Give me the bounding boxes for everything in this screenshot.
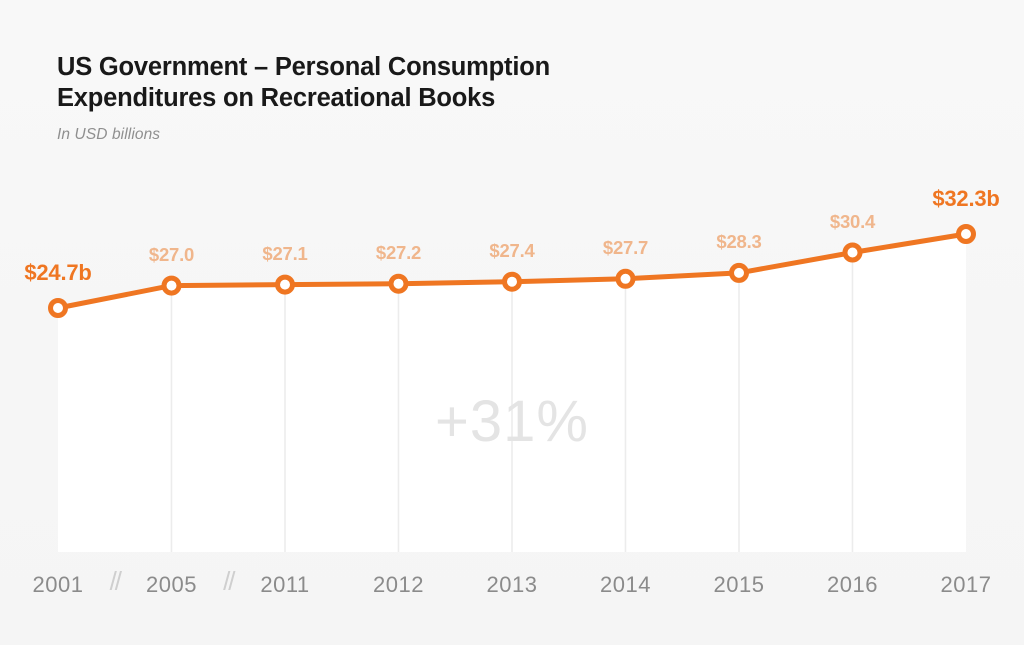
chart-header: US Government – Personal Consumption Exp… (57, 52, 697, 144)
x-axis-tick-label: 2017 (940, 572, 992, 597)
data-point-label: $30.4 (829, 210, 876, 232)
x-axis-tick-label: 2001 (32, 572, 84, 597)
x-axis-tick-label: 2013 (486, 572, 538, 597)
x-axis-tick-label: 2005 (146, 572, 197, 597)
data-point-marker[interactable] (275, 274, 295, 295)
data-point-marker[interactable] (956, 224, 976, 244)
chart-subtitle: In USD billions (57, 126, 161, 143)
data-point-label: $28.3 (716, 230, 762, 252)
x-axis-tick-label: 2011 (260, 572, 310, 597)
data-point-label: $27.7 (602, 236, 649, 258)
data-point-marker[interactable] (842, 242, 863, 263)
data-point-label: $27.0 (148, 243, 195, 265)
axis-break-mark: // (223, 566, 236, 596)
series-markers (48, 224, 976, 318)
data-series (48, 224, 976, 318)
data-point-label: $27.1 (262, 242, 308, 264)
data-point-label: $27.4 (489, 239, 535, 261)
data-point-label: $32.3b (932, 186, 1000, 211)
x-axis-tick-label: 2014 (600, 572, 651, 597)
x-axis-tick-label: 2016 (827, 572, 878, 597)
chart-panel (58, 234, 966, 552)
data-point-marker[interactable] (502, 271, 522, 292)
data-point-marker[interactable] (48, 298, 68, 318)
data-point-marker[interactable] (388, 273, 409, 294)
data-point-label: $24.7b (24, 260, 92, 285)
data-point-marker[interactable] (729, 262, 749, 283)
x-axis-tick-label: 2015 (713, 572, 765, 597)
column-dividers (170, 256, 854, 552)
data-point-marker[interactable] (161, 275, 182, 296)
x-axis-tick-label: 2012 (373, 572, 424, 597)
data-point-label: $27.2 (375, 241, 422, 263)
data-point-marker[interactable] (615, 268, 636, 289)
page-title: US Government – Personal Consumption Exp… (57, 53, 550, 112)
axis-break-mark: // (109, 566, 123, 596)
